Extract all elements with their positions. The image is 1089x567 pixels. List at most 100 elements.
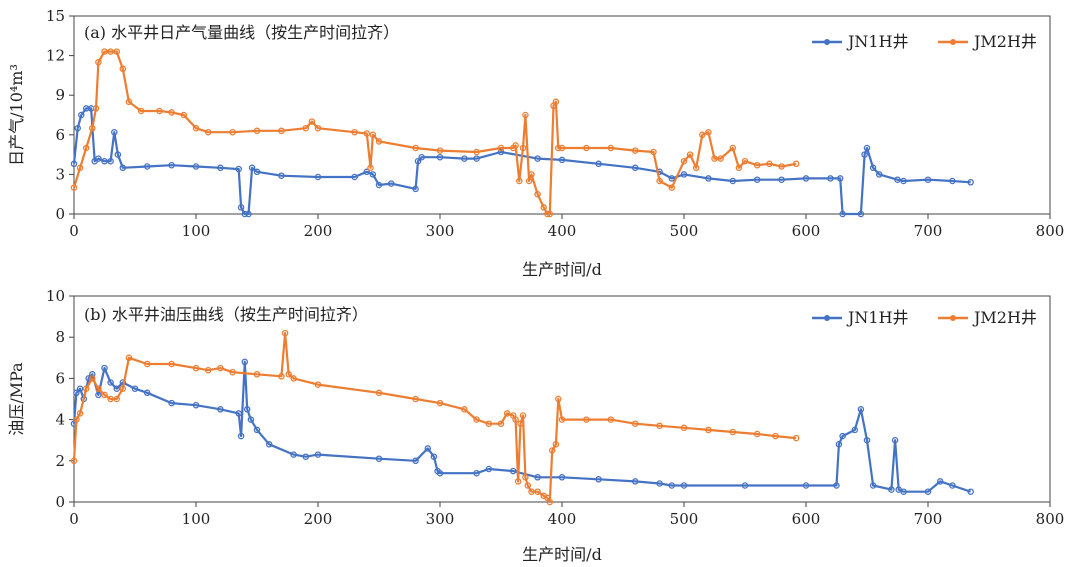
panel-a-ylabel: 日产气/10⁴m³ bbox=[7, 64, 26, 166]
panel-a-series-jm2h-point-57 bbox=[705, 128, 712, 136]
panel-a-series-jm2h-point-15 bbox=[192, 124, 200, 132]
panel-b-series-jn1h-point-8 bbox=[107, 379, 114, 386]
panel-a-series-jm2h-point-41 bbox=[544, 210, 551, 218]
panel-a-series-jm2h-point-30 bbox=[473, 148, 480, 156]
panel-b-series-jm2h-point-30 bbox=[503, 410, 511, 417]
panel-a-series-jn1h-point-49 bbox=[836, 175, 844, 182]
panel-a: (a) 水平井日产气量曲线（按生产时间拉齐） 0 100 200 300 400 500 6… bbox=[7, 7, 1064, 279]
panel-a-series-jm2h-point-29 bbox=[436, 147, 444, 154]
panel-b-series-jm2h-point-25 bbox=[436, 399, 444, 407]
panel-b-series-jm2h-point-14 bbox=[204, 366, 212, 374]
panel-b-xtick-label-6: 600 bbox=[792, 510, 821, 528]
panel-b-series-jm2h-point-32 bbox=[512, 416, 519, 423]
panel-a-series-jn1h-point-30 bbox=[414, 157, 422, 165]
panel-a-series-jm2h-point-17 bbox=[229, 128, 236, 136]
panel-b-ticks: 0 100 200 300 400 500 600 700 800 0 2 4 6 8 10 bbox=[46, 287, 1064, 528]
panel-a-series-jn1h-point-51 bbox=[857, 210, 865, 218]
panel-b-ytick-label-1: 2 bbox=[55, 452, 65, 470]
panel-a-series-jm2h-point-52 bbox=[668, 184, 676, 191]
panel-a-series-jn1h-point-14 bbox=[192, 163, 200, 170]
panel-a-series-jn1h-point-41 bbox=[668, 175, 676, 182]
panel-a-series-jn1h-point-22 bbox=[278, 172, 285, 179]
panel-a-series-jm2h-point-34 bbox=[516, 177, 523, 185]
panel-b-series-jm2h-point-28 bbox=[485, 420, 493, 427]
panel-a-series-jm2h-point-14 bbox=[180, 111, 188, 119]
panel-b-series-jn1h-point-9 bbox=[113, 385, 120, 392]
panel-a-series-jn1h-point-19 bbox=[245, 210, 252, 218]
panel-a-series-jm2h-point-7 bbox=[107, 48, 114, 55]
panel-b-series-jm2h-point-53 bbox=[729, 428, 737, 436]
panel-b-series-jn1h-point-42 bbox=[741, 482, 749, 489]
panel-a-series-jn1h-point-24 bbox=[351, 173, 358, 181]
panel-a-xtick-label-7: 700 bbox=[914, 222, 943, 240]
panel-b-series-jm2h-point-12 bbox=[168, 360, 175, 368]
panel-b-series-jn1h-point-7 bbox=[101, 364, 108, 372]
panel-b-series-jn1h-point-19 bbox=[243, 406, 251, 413]
panel-a-series-jm2h-line bbox=[72, 50, 797, 216]
panel-a-series-jn1h-point-10 bbox=[114, 151, 122, 158]
panel-b-series-jm2h-point-2 bbox=[76, 410, 84, 417]
panel-b-series-jn1h-point-26 bbox=[375, 455, 383, 462]
panel-a-series-jm2h-point-44 bbox=[552, 98, 560, 106]
panel-b-series-jn1h-point-12 bbox=[143, 389, 151, 397]
panel-b-series-jn1h-point-40 bbox=[668, 482, 676, 489]
panel-a-series-jn1h-point-0 bbox=[70, 160, 78, 168]
panel-a-series-jn1h-point-34 bbox=[473, 155, 480, 162]
panel-a-legend-jn1h-marker bbox=[824, 39, 830, 45]
panel-a-ytick-label-1: 3 bbox=[55, 165, 65, 183]
panel-a-series-jm2h-point-27 bbox=[375, 138, 383, 145]
panel-a-series-jn1h-point-18 bbox=[241, 210, 249, 218]
panel-b-series-jm2h-point-19 bbox=[281, 329, 289, 337]
panel-b-series-jn1h-point-6 bbox=[95, 391, 102, 399]
panel-b-ytick-label-4: 8 bbox=[55, 328, 65, 346]
panel-b-series-jm2h-point-23 bbox=[375, 389, 383, 397]
panel-b-series-jn1h-point-16 bbox=[235, 410, 242, 417]
panel-b-series-jn1h-point-51 bbox=[888, 486, 895, 493]
panel-b-series-jn1h-point-47 bbox=[851, 426, 859, 434]
panel-a-series-jm2h-point-61 bbox=[735, 164, 743, 172]
panel-a-series-jm2h-point-51 bbox=[656, 177, 663, 185]
panel-b-series-jm2h-point-43 bbox=[548, 447, 556, 454]
panel-a-ytick-label-4: 12 bbox=[46, 47, 65, 65]
panel-b-xtick-label-1: 100 bbox=[182, 510, 211, 528]
panel-b-series-jm2h-point-45 bbox=[555, 395, 562, 403]
panel-a-series-jn1h-point-50 bbox=[839, 210, 846, 218]
panel-a-series-jn1h-point-16 bbox=[235, 165, 242, 173]
panel-a-series-jn1h-point-15 bbox=[217, 164, 224, 172]
panel-a-series-jm2h-point-20 bbox=[302, 124, 310, 132]
panel-b-ytick-label-5: 10 bbox=[46, 287, 65, 305]
panel-a-series-jm2h-point-58 bbox=[711, 155, 718, 162]
panel-b-series-jm2h-point-49 bbox=[631, 420, 639, 427]
panel-b-series-jm2h-point-34 bbox=[517, 420, 524, 427]
panel-a-series-jn1h-point-31 bbox=[418, 153, 425, 161]
panel-b-xtick-label-8: 800 bbox=[1036, 510, 1065, 528]
panel-b-ylabel: 油压/MPa bbox=[7, 362, 26, 436]
panel-a-series-jm2h-point-26 bbox=[369, 131, 377, 139]
panel-a-series-jn1h-point-55 bbox=[875, 171, 883, 178]
panel-b-series-jn1h-point-23 bbox=[290, 451, 297, 458]
panel-a-series-jn1h-point-48 bbox=[827, 175, 834, 182]
panel-a-series-jm2h-point-66 bbox=[792, 160, 800, 168]
panel-b-series-jm2h-point-13 bbox=[192, 364, 200, 372]
panel-b-series-jn1h-point-28 bbox=[424, 445, 432, 452]
panel-a-series-jm2h-point-23 bbox=[351, 128, 358, 136]
panel-b-series-jn1h-point-37 bbox=[595, 476, 602, 483]
panel-a-series-jn1h-point-28 bbox=[387, 180, 395, 187]
panel-b-series-jn1h-point-5 bbox=[89, 371, 96, 378]
panel-a-series-jm2h-point-31 bbox=[497, 144, 505, 152]
panel-b-series-jn1h-point-34 bbox=[509, 467, 517, 475]
panel-b-xtick-label-5: 500 bbox=[670, 510, 699, 528]
panel-a-series-jm2h-point-33 bbox=[512, 142, 519, 149]
panel-a-xtick-label-8: 800 bbox=[1036, 222, 1065, 240]
panel-b-series-jm2h-point-51 bbox=[680, 424, 688, 432]
panel-a-series-jn1h-point-42 bbox=[680, 171, 688, 178]
panel-b-ytick-label-0: 0 bbox=[55, 493, 65, 511]
panel-a-series-jn1h-point-45 bbox=[753, 176, 761, 183]
panel-a-series-jm2h-point-39 bbox=[534, 190, 541, 198]
panel-b-series-jm2h-point-1 bbox=[73, 416, 80, 423]
panel-a-series-jm2h-point-18 bbox=[253, 127, 261, 135]
panel-b-xtick-label-3: 300 bbox=[426, 510, 455, 528]
panel-a-legend-jm2h-marker bbox=[950, 39, 956, 45]
panel-b-series-jn1h-point-45 bbox=[835, 441, 843, 448]
panel-b-series-jm2h-point-26 bbox=[461, 406, 468, 413]
